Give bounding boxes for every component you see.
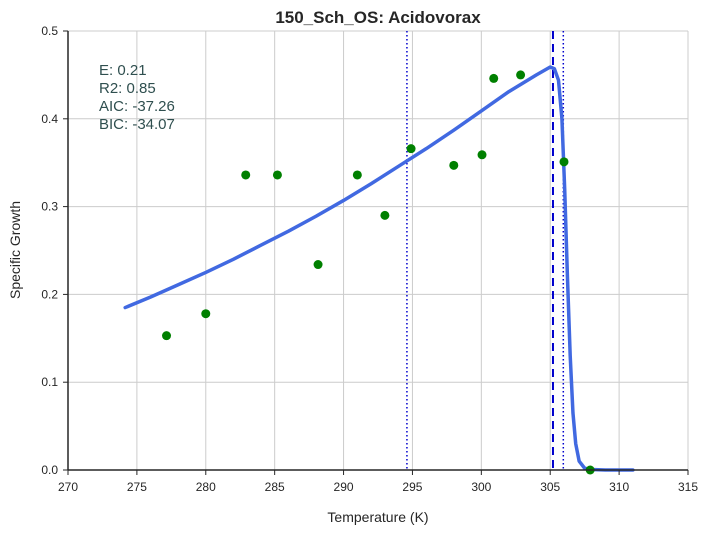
x-tick-label: 285 [265, 480, 285, 494]
x-tick-label: 300 [471, 480, 491, 494]
fit-curve-group [123, 65, 635, 472]
data-point [352, 170, 362, 180]
x-tick-label: 290 [334, 480, 354, 494]
chart-title: 150_Sch_OS: Acidovorax [275, 8, 481, 27]
data-point [272, 170, 282, 180]
x-axis-label: Temperature (K) [327, 509, 428, 525]
data-point [489, 73, 499, 83]
fit-curve [123, 65, 635, 472]
data-point [201, 309, 211, 319]
y-tick-label: 0.4 [41, 112, 58, 126]
y-tick-label: 0.5 [41, 24, 58, 38]
data-point [559, 157, 569, 167]
x-tick-label: 280 [196, 480, 216, 494]
data-point [241, 170, 251, 180]
axes [63, 30, 689, 475]
data-point [162, 331, 172, 341]
x-tick-label: 295 [402, 480, 422, 494]
y-tick-label: 0.3 [41, 200, 58, 214]
x-tick-label: 270 [58, 480, 78, 494]
tick-labels: 270 275 280 285 290 295 300 305 310 315 0.0 0.1 0.2 0… [41, 24, 698, 494]
y-tick-label: 0.0 [41, 463, 58, 477]
fit-stat-label: E: 0.21 [99, 62, 147, 79]
fit-stat-label: AIC: -37.26 [99, 98, 175, 115]
data-points [162, 70, 595, 475]
y-tick-label: 0.1 [41, 375, 58, 389]
data-point [477, 150, 487, 160]
data-point [449, 160, 459, 170]
y-axis-label: Specific Growth [7, 201, 23, 299]
grid [67, 30, 689, 471]
x-tick-label: 310 [609, 480, 629, 494]
x-tick-label: 275 [127, 480, 147, 494]
x-tick-label: 305 [540, 480, 560, 494]
data-point [406, 144, 416, 154]
fit-stat-label: BIC: -34.07 [99, 116, 175, 133]
data-point [313, 260, 323, 270]
data-point [380, 210, 390, 220]
fit-stat-label: R2: 0.85 [99, 80, 156, 97]
data-point [516, 70, 526, 80]
y-tick-label: 0.2 [41, 287, 58, 301]
x-tick-label: 315 [678, 480, 698, 494]
reference-lines [406, 31, 565, 470]
